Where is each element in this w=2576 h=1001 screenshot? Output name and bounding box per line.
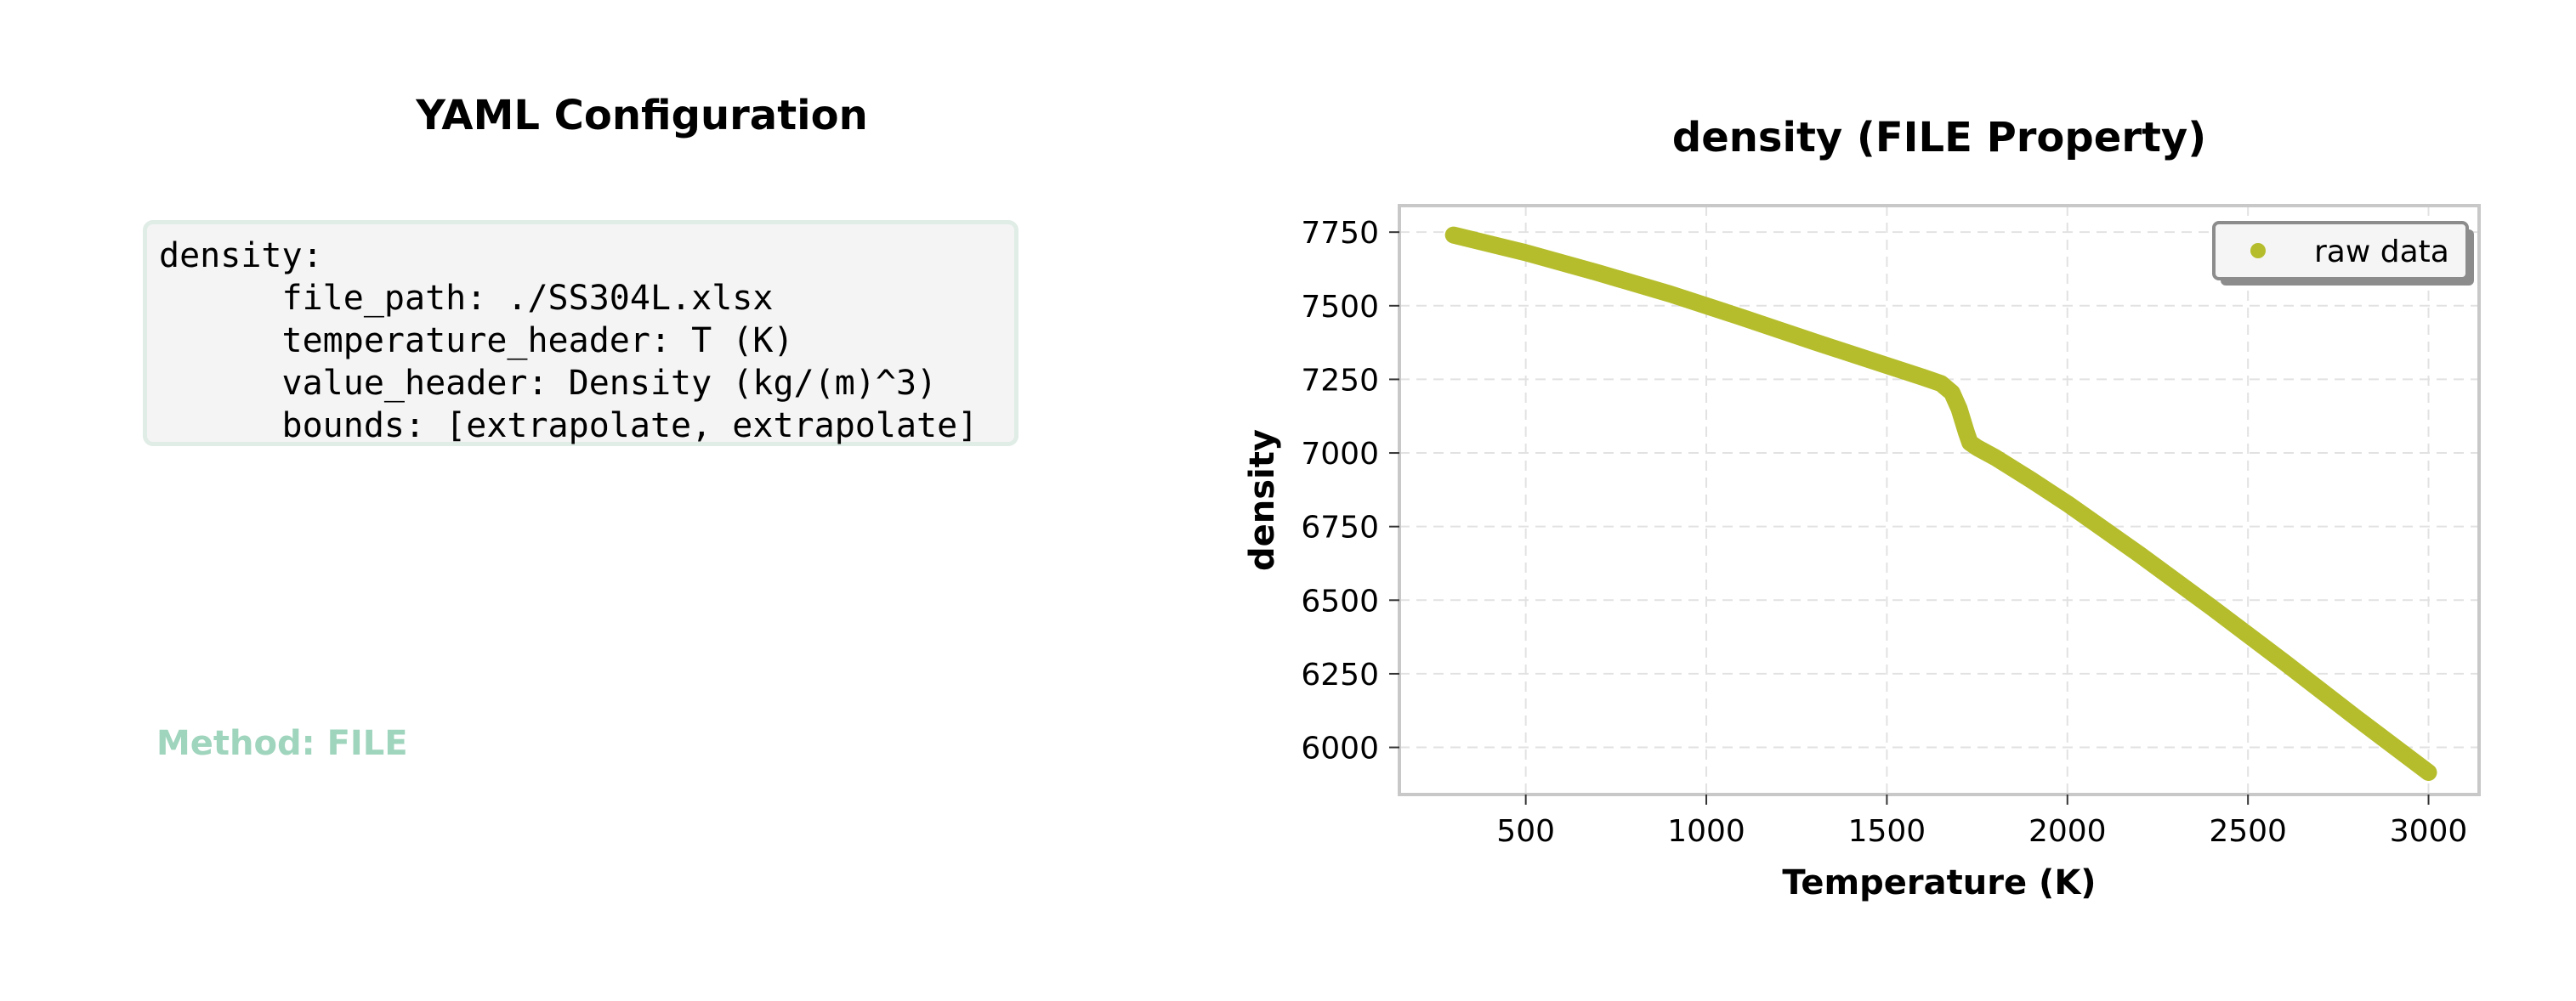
plot-frame [1398,204,2481,796]
x-tick-label: 1500 [1848,814,1926,849]
yaml-line: bounds: [extrapolate, extrapolate] [159,406,979,445]
y-tick-label: 6750 [1301,511,1379,546]
chart-title: density (FILE Property) [1672,114,2206,161]
y-tick-label: 6000 [1301,732,1379,766]
legend-label: raw data [2314,235,2449,269]
y-tick-label: 7500 [1301,290,1379,325]
yaml-panel: YAML Configuration density: file_path: .… [0,0,1190,1001]
x-tick-label: 1000 [1667,814,1745,849]
y-axis-label: density [1243,429,1282,571]
y-tick-label: 7000 [1301,437,1379,472]
y-tick-label: 7250 [1301,363,1379,398]
plot-area [1399,206,2479,795]
yaml-line: file_path: ./SS304L.xlsx [159,279,774,318]
x-tick-label: 2000 [2028,814,2107,849]
x-axis-label: Temperature (K) [1782,863,2096,902]
y-tick-label: 7750 [1301,216,1379,251]
x-tick-label: 500 [1496,814,1555,849]
yaml-line: value_header: Density (kg/(m)^3) [159,364,938,403]
y-tick-label: 6250 [1301,658,1379,693]
yaml-line: temperature_header: T (K) [159,321,794,360]
y-tick-label: 6500 [1301,584,1379,619]
yaml-line: density: [159,236,323,275]
yaml-panel-title: YAML Configuration [416,92,868,139]
x-tick-label: 3000 [2390,814,2468,849]
legend-box [2212,221,2469,280]
x-tick-label: 2500 [2209,814,2287,849]
legend-marker [2250,243,2266,258]
series-line [1444,226,2437,781]
yaml-code-box: density: file_path: ./SS304L.xlsx temper… [143,220,1018,446]
method-label: Method: FILE [156,724,408,763]
